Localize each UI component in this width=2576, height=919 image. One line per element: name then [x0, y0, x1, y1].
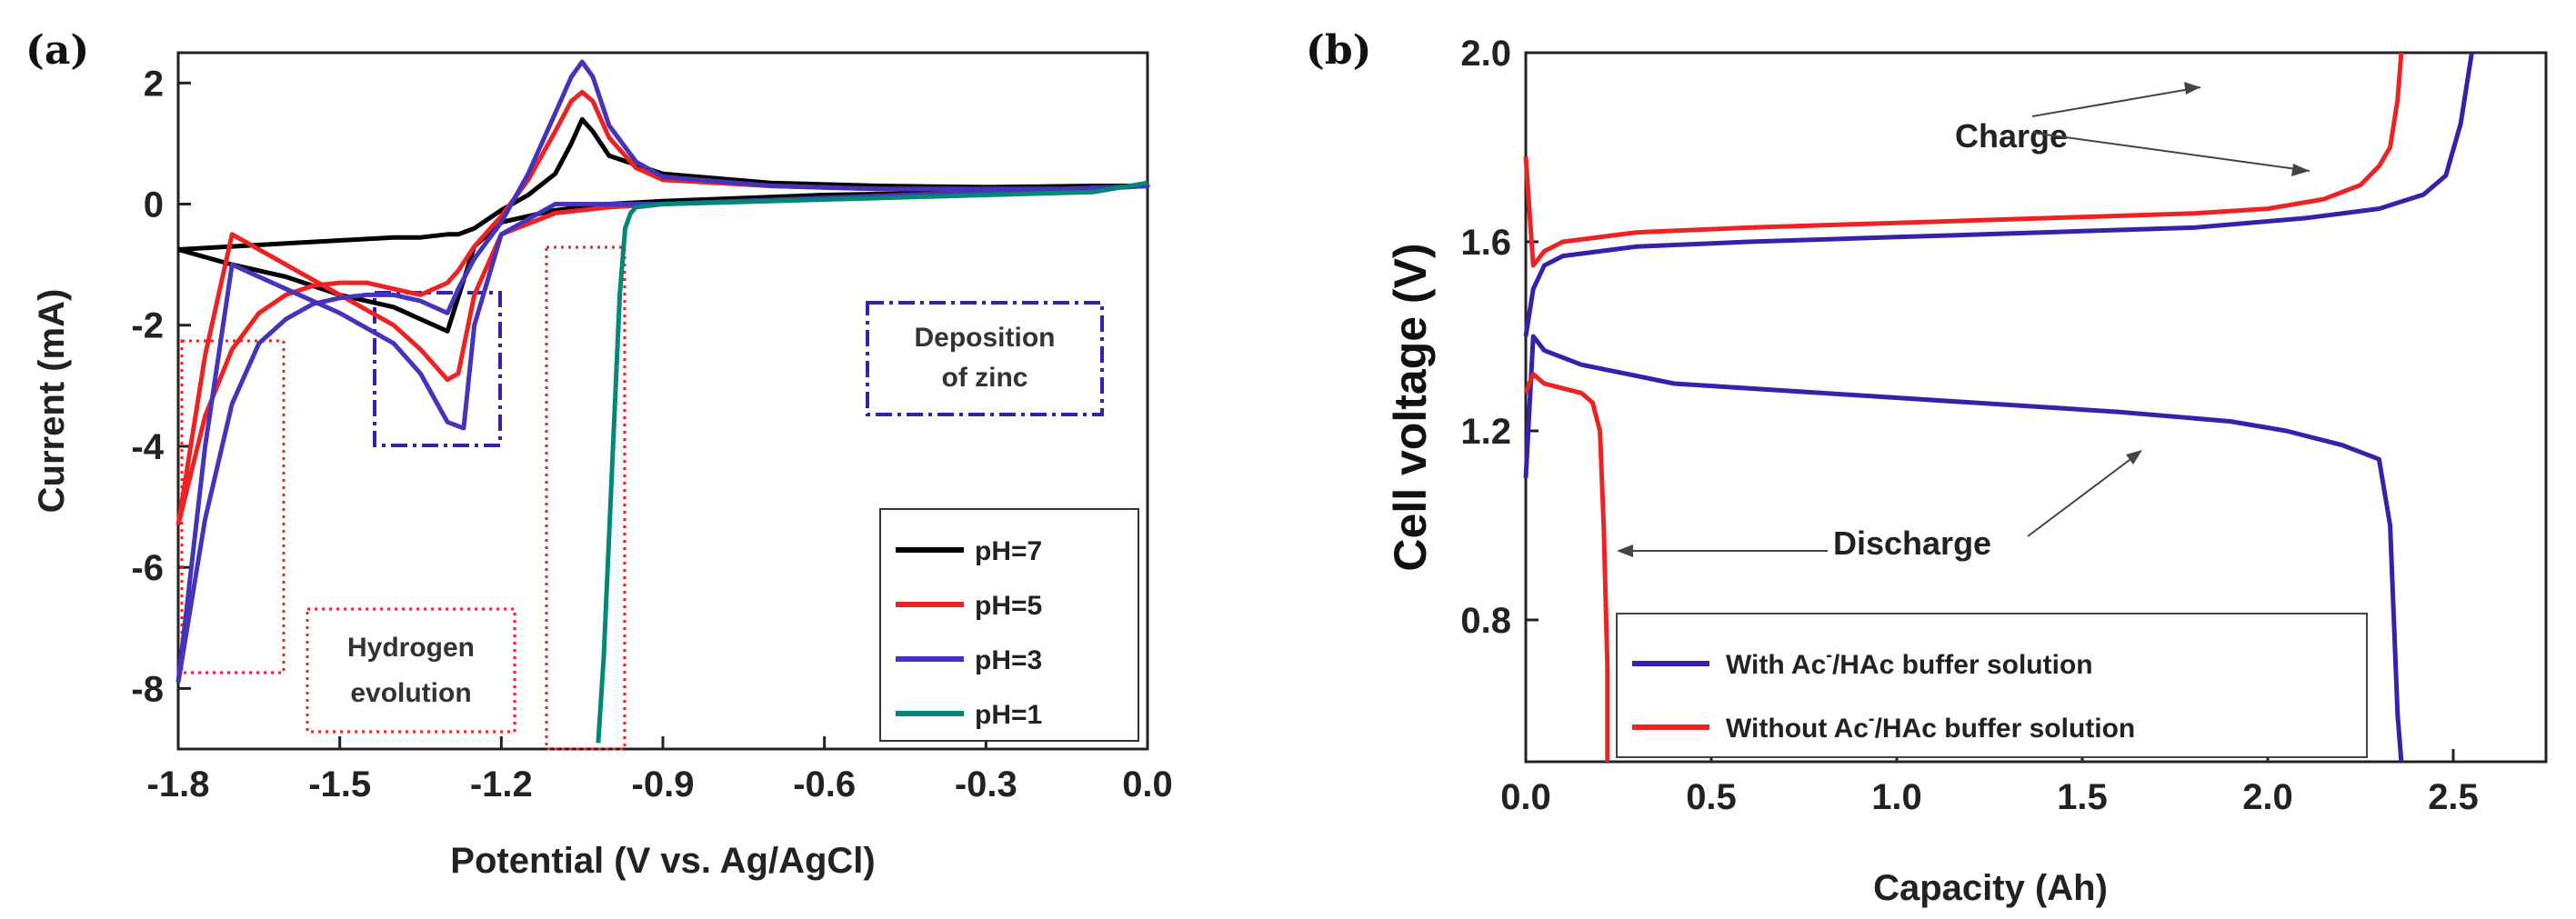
legend-label-rest: /HAc buffer solution [1875, 714, 2136, 744]
series-with-ac-charge [1523, 52, 2474, 337]
series-ph-3 [175, 59, 1150, 684]
legend-label-without-ac: Without Ac-/HAc buffer solution [1726, 709, 2135, 744]
discharge-arrowhead-2 [2126, 450, 2142, 464]
panel-b-xtick-label: 1.0 [1871, 777, 1922, 817]
legend-superscript: - [1826, 645, 1832, 665]
series-ph-1 [596, 180, 1148, 744]
panel-a-ytick-label: -2 [131, 306, 164, 346]
series-without-ac-discharge [1523, 372, 1610, 762]
legend-label-ph-3: pH=3 [975, 645, 1042, 675]
legend-label-ph-1: pH=1 [975, 700, 1042, 730]
panel-a-ytick-label: 0 [144, 185, 164, 225]
discharge-label: Discharge [1833, 524, 1991, 562]
panel-a-label: (a) [25, 27, 89, 74]
panel-b-xtick-label: 1.5 [2057, 777, 2108, 817]
panel-a-xtick-label: -0.3 [955, 764, 1017, 804]
panel-b-ylabel: Cell voltage (V) [1385, 243, 1436, 571]
charge-arrowhead-2 [2291, 164, 2310, 176]
panel-b-ytick-label: 2.0 [1460, 34, 1511, 74]
panel-a-ytick-label: 2 [144, 64, 164, 104]
charge-arrowhead-1 [2184, 82, 2200, 95]
legend-superscript: - [1869, 709, 1875, 729]
panel-a-ticks: -1.8 -1.5 -1.2 -0.9 -0.6 -0.3 0.0 2 0 -2 -4 -6 -8 [131, 64, 1172, 804]
panel-b-ytick-label: 1.2 [1460, 412, 1511, 452]
zinc-label-line1: Deposition [915, 323, 1056, 353]
panel-a-ytick-label: -6 [131, 548, 164, 588]
panel-b-ytick-label: 1.6 [1460, 223, 1511, 263]
series-without-ac-charge [1523, 52, 2404, 268]
panel-b-xtick-label: 0.0 [1500, 777, 1551, 817]
legend-label-rest: /HAc buffer solution [1832, 650, 2093, 680]
legend-label-ph-5: pH=5 [975, 591, 1042, 621]
panel-a-ylabel: Current (mA) [32, 289, 72, 514]
hydrogen-label-line2: evolution [350, 678, 471, 708]
hydrogen-region-box [180, 339, 286, 674]
panel-b-plot: 0.0 0.5 1.0 1.5 2.0 2.5 2.0 1.6 1.2 0.8 Charge Di… [1385, 34, 2548, 908]
panel-a-series [175, 59, 1150, 744]
zinc-label-box [866, 301, 1104, 416]
panel-a-xtick-label: -1.5 [308, 764, 371, 804]
charge-arrow-2 [2031, 132, 2310, 172]
discharge-arrowhead-1 [1617, 544, 1633, 557]
panel-a-ytick-label: -8 [131, 669, 164, 709]
panel-b-ytick-label: 0.8 [1460, 601, 1511, 641]
panel-b-legend-box [1616, 613, 2368, 758]
series-ph-5 [175, 89, 1150, 526]
panel-a-legend: pH=7 pH=5 pH=3 pH=1 [879, 508, 1139, 742]
panel-b-frame [1524, 51, 2548, 764]
legend-label-ph-7: pH=7 [975, 536, 1042, 566]
panel-a-xtick-label: -1.2 [470, 764, 533, 804]
zinc-label-line2: of zinc [942, 363, 1028, 393]
hydrogen-label-line1: Hydrogen [347, 633, 475, 663]
panel-b-ticks: 0.0 0.5 1.0 1.5 2.0 2.5 2.0 1.6 1.2 0.8 [1460, 34, 2478, 817]
hydrogen-label-box [306, 607, 516, 734]
zinc-region-box [373, 291, 502, 447]
discharge-arrow-2 [2027, 454, 2138, 537]
panel-b-xtick-label: 2.5 [2428, 777, 2479, 817]
panel-a-xlabel: Potential (V vs. Ag/AgCl) [450, 841, 875, 881]
charge-arrow-1 [2031, 86, 2201, 117]
panel-a-xtick-label: 0.0 [1122, 764, 1173, 804]
panel-b-xtick-label: 2.0 [2242, 777, 2293, 817]
ph1-region-box [545, 245, 626, 751]
legend-label-with-ac: With Ac-/HAc buffer solution [1726, 645, 2093, 680]
panel-b-legend: With Ac-/HAc buffer solution Without Ac-/… [1616, 613, 2368, 758]
panel-a-xtick-label: -0.6 [793, 764, 856, 804]
panel-a-xtick-label: -0.9 [632, 764, 695, 804]
panel-a-xtick-label: -1.8 [147, 764, 210, 804]
panel-b-label: (b) [1306, 27, 1371, 74]
panel-b-series [1523, 52, 2474, 763]
panel-a-ytick-label: -4 [131, 427, 164, 467]
panel-a-annotations: Hydrogen evolution Deposition of zinc [180, 245, 1104, 751]
panel-b-xtick-label: 0.5 [1686, 777, 1737, 817]
series-with-ac-discharge [1523, 334, 2404, 763]
panel-b-xlabel: Capacity (Ah) [1873, 868, 2108, 908]
panel-a-plot: -1.8 -1.5 -1.2 -0.9 -0.6 -0.3 0.0 2 0 -2 -4 -6 -8 Hy… [32, 51, 1173, 881]
panel-b-annotations: Charge Discharge [1617, 82, 2310, 562]
